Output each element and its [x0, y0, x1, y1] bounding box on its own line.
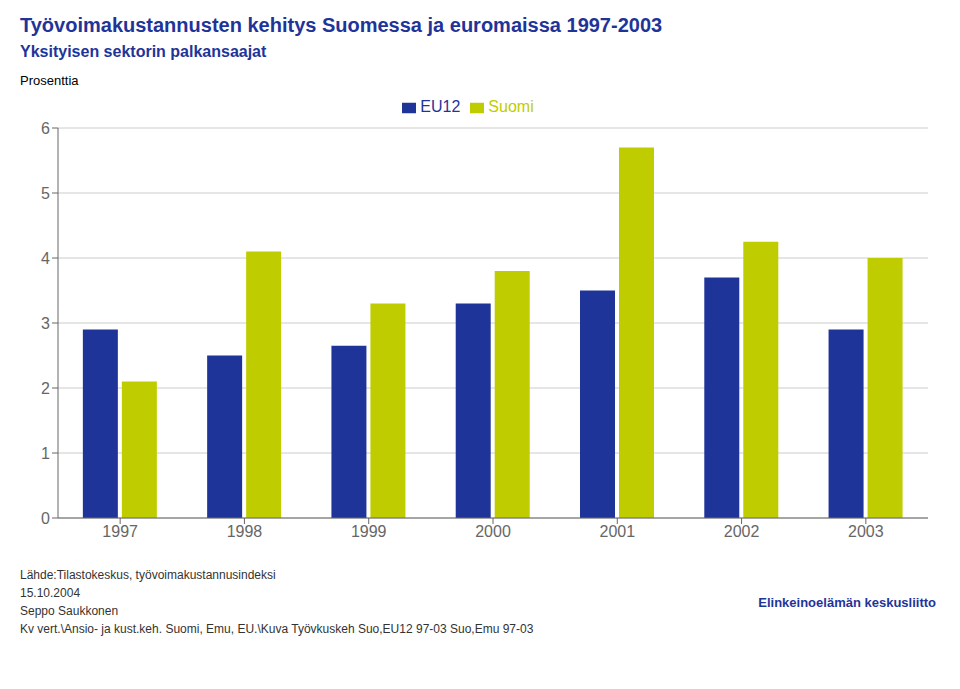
html-text:Työvoimakustannusten kehitys S: Työvoimakustannusten kehitys Suomessa ja… — [20, 14, 663, 36]
html-text:Lähde:Tilastokeskus, työvoimak: Lähde:Tilastokeskus, työvoimakustannusin… — [20, 568, 276, 582]
svg-text:5: 5 — [41, 185, 50, 202]
svg-text:0: 0 — [41, 510, 50, 527]
html-text:EU12: EU12 — [420, 98, 461, 115]
svg-text:2003: 2003 — [848, 523, 884, 540]
html-text:15.10.2004: 15.10.2004 — [20, 586, 81, 600]
svg-text:1: 1 — [41, 445, 50, 462]
svg-text:2000: 2000 — [475, 523, 511, 540]
svg-text:1999: 1999 — [351, 523, 387, 540]
html-text:Suomi: Suomi — [488, 98, 534, 115]
svg-text:3: 3 — [41, 315, 50, 332]
svg-text:1998: 1998 — [227, 523, 263, 540]
html-text:Elinkeinoelämän keskusliitto: Elinkeinoelämän keskusliitto — [758, 594, 936, 610]
svg-text:4: 4 — [41, 250, 50, 267]
html-text:Seppo Saukkonen: Seppo Saukkonen — [20, 604, 119, 618]
html-text:Kv vert.\Ansio- ja kust.keh. S: Kv vert.\Ansio- ja kust.keh. Suomi, Emu,… — [20, 622, 534, 636]
svg-text:2002: 2002 — [724, 523, 760, 540]
svg-text:1997: 1997 — [102, 523, 138, 540]
svg-text:2001: 2001 — [599, 523, 635, 540]
svg-text:2: 2 — [41, 380, 50, 397]
html-text:Yksityisen sektorin palkansaaj: Yksityisen sektorin palkansaajat — [20, 43, 267, 60]
svg-text:6: 6 — [41, 120, 50, 137]
html-text:Prosenttia: Prosenttia — [20, 73, 79, 88]
